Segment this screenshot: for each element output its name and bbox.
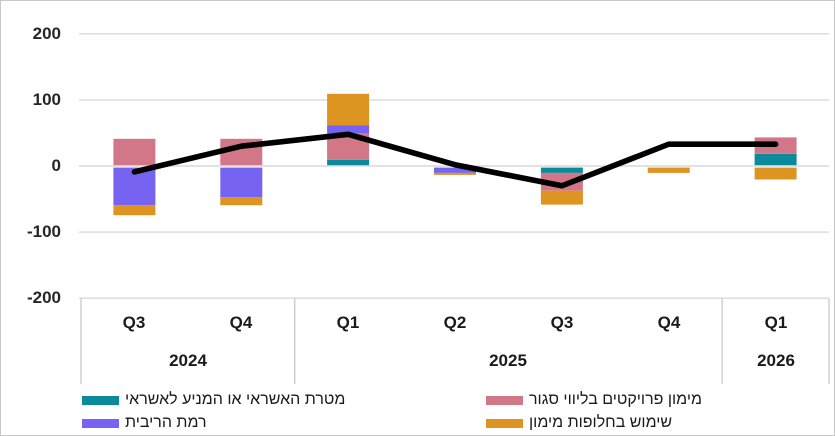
x-axis-year-label: 2026	[757, 351, 795, 370]
bar-segment	[540, 167, 583, 173]
bar-segment	[220, 197, 263, 206]
y-axis-tick-label: 200	[32, 24, 61, 43]
y-axis-tick-label: 0	[51, 156, 61, 175]
x-axis-year-label: 2024	[169, 351, 207, 370]
x-axis-quarter-label: Q2	[443, 313, 467, 332]
bar-segment	[754, 154, 797, 166]
trend-line	[131, 131, 779, 189]
bar-segment	[540, 190, 583, 205]
x-axis-quarter-label: Q3	[550, 313, 574, 332]
bar-segment	[327, 125, 370, 134]
bar-segment	[327, 159, 370, 166]
x-axis-year-label: 2025	[489, 351, 527, 370]
x-axis-quarter-label: Q1	[764, 313, 788, 332]
x-axis-quarter-label: Q3	[122, 313, 146, 332]
bar-segment	[754, 167, 797, 180]
bar-segment	[113, 138, 156, 166]
bar-segment	[647, 167, 690, 173]
bar-segment	[434, 172, 476, 175]
x-axis-quarter-label: Q4	[229, 313, 253, 332]
y-axis-tick-label: 100	[32, 90, 61, 109]
y-axis-tick-label: -200	[26, 288, 61, 307]
bar-segment	[220, 167, 263, 198]
bar-segment	[434, 167, 476, 173]
x-axis-quarter-label: Q1	[336, 313, 360, 332]
y-axis-tick-label: -100	[26, 222, 61, 241]
x-axis-quarter-label: Q4	[657, 313, 681, 332]
bar-segment	[113, 205, 156, 216]
bar-segment	[327, 93, 370, 126]
